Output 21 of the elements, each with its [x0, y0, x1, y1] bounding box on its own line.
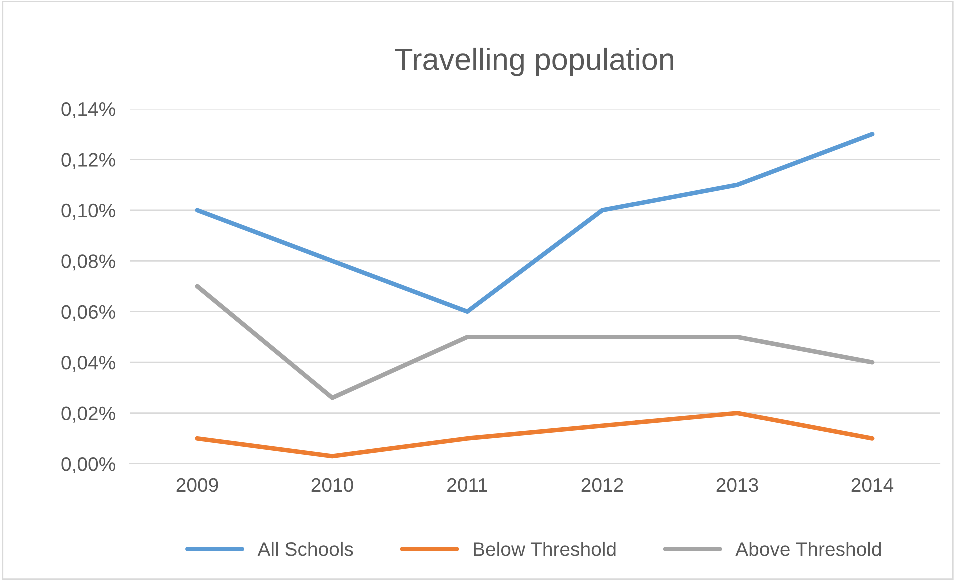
- chart-title: Travelling population: [395, 48, 674, 76]
- y-tick-label: 0,00%: [62, 457, 116, 474]
- x-tick-label: 2009: [176, 478, 218, 492]
- x-tick-label: 2012: [582, 478, 624, 492]
- y-tick-label: 0,10%: [62, 204, 116, 220]
- y-tick-label: 0,12%: [62, 153, 116, 170]
- legend-label: All Schools: [258, 542, 354, 556]
- x-tick-label: 2014: [852, 478, 894, 492]
- x-tick-label: 2013: [716, 478, 758, 492]
- line-series: [195, 411, 875, 459]
- x-tick-label: 2011: [448, 478, 488, 492]
- line-series: [195, 284, 875, 400]
- y-tick-label: 0,06%: [62, 305, 116, 322]
- legend-label: Below Threshold: [474, 542, 616, 556]
- y-tick-label: 0,04%: [62, 356, 116, 372]
- y-tick-label: 0,02%: [62, 406, 116, 423]
- y-tick-label: 0,14%: [62, 102, 116, 119]
- line-series: [195, 132, 875, 314]
- y-tick-label: 0,08%: [62, 254, 116, 271]
- legend-label: Above Threshold: [736, 542, 882, 556]
- x-tick-label: 2010: [312, 478, 354, 492]
